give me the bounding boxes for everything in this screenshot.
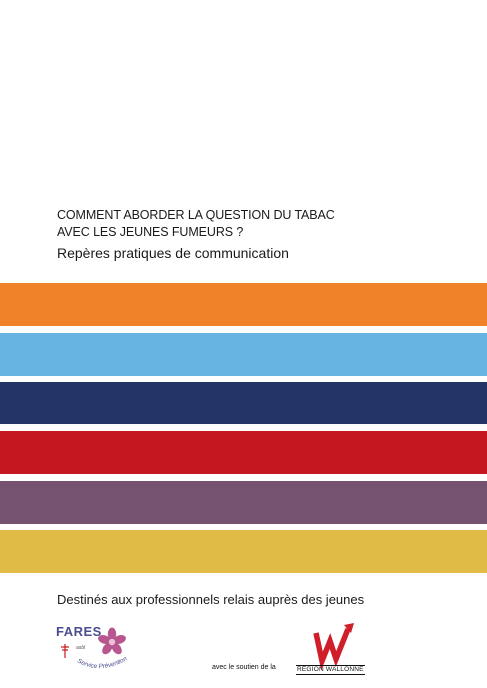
region-wallonne-label: RÉGION WALLONNE bbox=[296, 665, 365, 675]
region-wallonne-logo bbox=[313, 623, 354, 671]
subtitle: Repères pratiques de communication bbox=[57, 245, 289, 261]
stripe-orange bbox=[0, 283, 487, 326]
title-block: COMMENT ABORDER LA QUESTION DU TABAC AVE… bbox=[57, 207, 457, 262]
title-line-2: AVEC LES JEUNES FUMEURS ? bbox=[57, 225, 244, 239]
stripe-navy bbox=[0, 382, 487, 424]
audience-text: Destinés aux professionnels relais auprè… bbox=[57, 592, 365, 607]
stripe-light-blue bbox=[0, 333, 487, 376]
stripe-yellow bbox=[0, 530, 487, 573]
fares-asbl: asbl bbox=[76, 645, 86, 651]
stripe-red bbox=[0, 431, 487, 474]
stripe-purple bbox=[0, 481, 487, 524]
support-text: avec le soutien de la bbox=[212, 664, 276, 671]
fares-flower-icon: Service Prévention Tabac bbox=[52, 618, 130, 670]
fares-logo: Service Prévention Tabac FARES asbl bbox=[52, 618, 142, 678]
fares-wordmark: FARES bbox=[56, 624, 102, 639]
title-line-1: COMMENT ABORDER LA QUESTION DU TABAC bbox=[57, 208, 335, 222]
